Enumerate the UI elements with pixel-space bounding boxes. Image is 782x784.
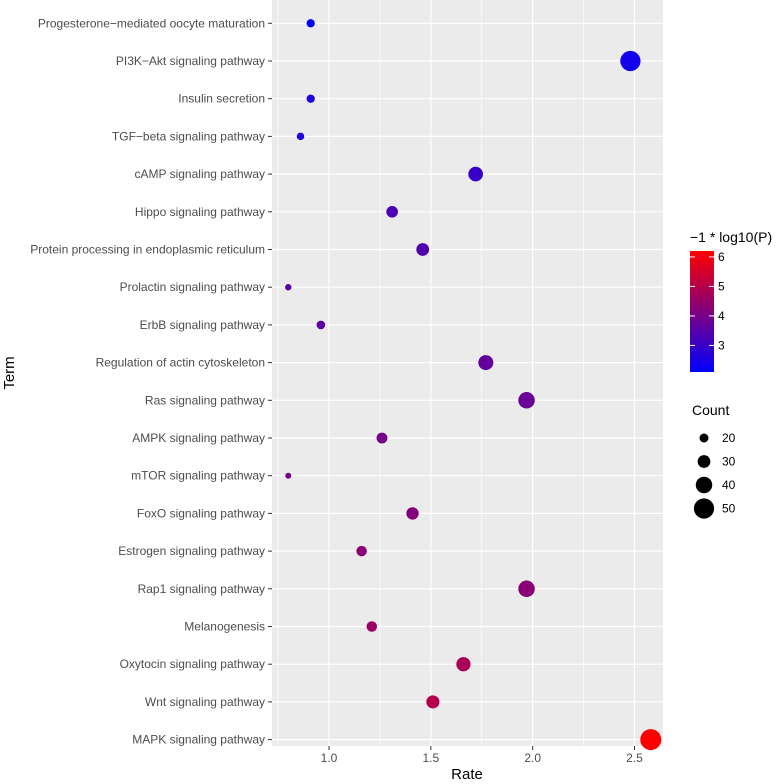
color-legend: −1 * log10(P) 3 4 5 6 [690, 229, 772, 372]
data-point: Melanogenesis: 1.21, 24 [366, 621, 378, 632]
data-point: Prolactin signaling pathway: 0.8, 13 [285, 284, 292, 291]
y-tick-label: mTOR signaling pathway [131, 469, 265, 483]
y-tick-label: TGF−beta signaling pathway [112, 129, 265, 143]
y-tick-label: PI3K−Akt signaling pathway [116, 54, 265, 68]
data-point: AMPK signaling pathway: 1.26, 25 [376, 432, 388, 444]
color-legend-label: 6 [718, 250, 725, 264]
y-tick-label: ErbB signaling pathway [140, 318, 265, 332]
major-gridlines [272, 0, 663, 746]
data-point: cAMP signaling pathway: 1.72, 35 [468, 166, 483, 182]
y-tick-label: AMPK signaling pathway [132, 431, 265, 445]
color-legend-label: 4 [718, 309, 725, 323]
data-point: Progesterone−mediated oocyte maturation:… [306, 19, 315, 28]
data-point: Protein processing in endoplasmic reticu… [416, 243, 430, 256]
color-legend-bar [690, 251, 714, 372]
size-legend-point [697, 455, 711, 468]
data-point: Estrogen signaling pathway: 1.16, 24 [356, 545, 367, 557]
y-tick-label: Protein processing in endoplasmic reticu… [30, 243, 265, 257]
plot-panel [272, 0, 663, 746]
y-tick-label: Prolactin signaling pathway [120, 280, 265, 294]
x-tick-label: 1.0 [321, 751, 338, 765]
y-tick-label: Melanogenesis [184, 620, 265, 634]
data-point: Insulin secretion: 0.91, 18 [306, 94, 315, 103]
data-point: TGF−beta signaling pathway: 0.86, 16 [296, 132, 305, 141]
data-point: FoxO signaling pathway: 1.41, 29 [406, 507, 419, 520]
y-tick-label: FoxO signaling pathway [137, 506, 265, 520]
data-points: Progesterone−mediated oocyte maturation:… [285, 19, 662, 751]
y-axis: Progesterone−mediated oocyte maturation P… [30, 16, 272, 747]
data-point: Oxytocin signaling pathway: 1.66, 34 [456, 657, 471, 672]
size-legend-label: 30 [722, 455, 736, 469]
size-legend-point [699, 433, 709, 443]
y-tick-label: Rap1 signaling pathway [138, 582, 265, 596]
size-legend: Count 20 30 40 50 [692, 402, 736, 519]
y-tick-label: Insulin secretion [178, 92, 265, 106]
size-legend-label: 20 [722, 431, 736, 445]
y-tick-label: Ras signaling pathway [145, 393, 265, 407]
x-tick-label: 2.5 [626, 751, 643, 765]
data-point: Regulation of actin cytoskeleton: 1.77, … [478, 355, 494, 371]
data-point: Ras signaling pathway: 1.97, 40 [518, 392, 535, 409]
y-tick-label: Hippo signaling pathway [135, 205, 265, 219]
size-legend-label: 40 [722, 478, 736, 492]
y-tick-label: MAPK signaling pathway [132, 733, 265, 747]
y-tick-label: cAMP signaling pathway [134, 167, 265, 181]
size-legend-label: 50 [722, 502, 736, 516]
y-tick-label: Oxytocin signaling pathway [120, 657, 265, 671]
x-axis: 1.0 1.5 2.0 2.5 [321, 746, 643, 765]
minor-gridlines [277, 0, 584, 746]
x-tick-label: 1.5 [423, 751, 440, 765]
x-tick-label: 2.0 [524, 751, 541, 765]
data-point: mTOR signaling pathway: 0.8, 12 [285, 472, 292, 479]
data-point: Wnt signaling pathway: 1.51, 31 [426, 695, 440, 709]
color-legend-label: 3 [718, 338, 725, 352]
data-point: Rap1 signaling pathway: 1.97, 40 [518, 580, 535, 598]
data-point: MAPK signaling pathway: 2.58, 52 [640, 729, 662, 751]
data-point: ErbB signaling pathway: 0.96, 19 [316, 320, 326, 330]
x-axis-title: Rate [451, 766, 483, 783]
data-point: Hippo signaling pathway: 1.31, 27 [386, 205, 398, 218]
size-legend-point [693, 498, 715, 519]
y-axis-title: Term [1, 356, 18, 389]
y-tick-label: Wnt signaling pathway [145, 695, 265, 709]
y-tick-label: Estrogen signaling pathway [118, 544, 265, 558]
size-legend-point [695, 476, 713, 494]
size-legend-title: Count [692, 402, 729, 418]
color-legend-title: −1 * log10(P) [690, 229, 772, 245]
y-tick-label: Regulation of actin cytoskeleton [96, 356, 265, 370]
y-tick-label: Progesterone−mediated oocyte maturation [38, 16, 265, 30]
color-legend-label: 5 [718, 279, 725, 293]
data-point: PI3K−Akt signaling pathway: 2.48, 50 [620, 50, 641, 72]
